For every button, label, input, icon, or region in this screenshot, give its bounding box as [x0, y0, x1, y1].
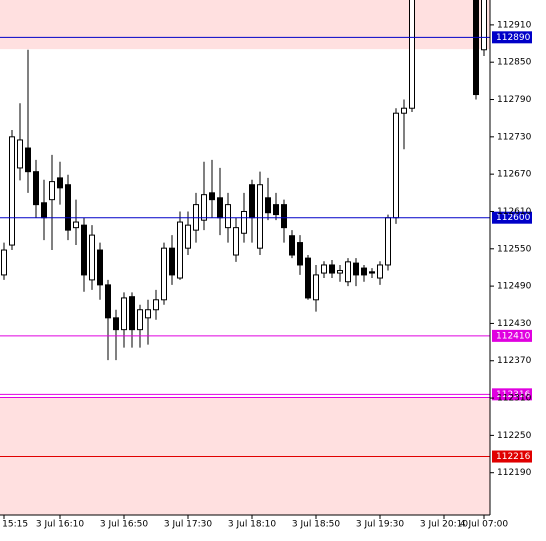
candle-body [137, 309, 143, 331]
candle-body [385, 217, 391, 266]
x-tick-label: 3 Jul 16:50 [100, 520, 149, 530]
y-tick-label: 112790 [497, 95, 532, 105]
candle-body [409, 0, 415, 109]
candle-body [265, 197, 271, 214]
x-tick-label: 3 Jul 16:10 [36, 520, 85, 530]
candles [1, 0, 487, 361]
candle-body [329, 264, 335, 274]
candle-body [369, 271, 375, 274]
candle-body [361, 267, 367, 276]
candle-body [201, 194, 207, 221]
y-tick-label: 112190 [497, 468, 532, 478]
zones [0, 0, 490, 515]
candle-body [169, 247, 175, 276]
level-label-box [492, 450, 532, 463]
candle-body [289, 235, 295, 256]
x-tick-label: 3 Jul 17:30 [164, 520, 213, 530]
candle-body [129, 296, 135, 331]
level-label-box [492, 211, 532, 224]
candle-body [25, 147, 31, 173]
candle-body [353, 262, 359, 276]
x-tick-label: 3 Jul 19:30 [356, 520, 405, 530]
y-tick-label: 112490 [497, 282, 532, 292]
candle-body [225, 204, 231, 229]
candle-body [113, 317, 119, 331]
x-tick-label: 3 Jul 15:15 [0, 520, 28, 530]
level-label-box [492, 388, 532, 401]
level-label: 112316 [496, 390, 531, 400]
candle-body [17, 139, 23, 169]
y-tick-label: 112430 [497, 319, 532, 329]
level-label: 112890 [496, 33, 531, 43]
candle-body [337, 270, 343, 274]
y-tick-label: 112670 [497, 170, 532, 180]
candle-body [321, 264, 327, 274]
x-tick-label: 3 Jul 18:50 [292, 520, 341, 530]
candle-body [33, 171, 39, 206]
y-tick-label: 112550 [497, 244, 532, 254]
y-tick-label: 112910 [497, 20, 532, 30]
candle-body [481, 0, 487, 51]
levels: 112890 112600 112410 112316 112216 [0, 31, 532, 463]
candle-body [401, 107, 407, 114]
candle-body [185, 224, 191, 249]
candle-body [209, 192, 215, 201]
y-tick-label: 112610 [497, 207, 532, 217]
candle-body [377, 264, 383, 279]
candle-body [41, 202, 47, 219]
candle-body [145, 309, 151, 319]
candle-body [297, 242, 303, 266]
candle-body [217, 197, 223, 219]
zone [0, 0, 490, 50]
candle-body [89, 234, 95, 281]
candle-body [313, 274, 319, 301]
candle-body [177, 221, 183, 279]
y-tick-label: 112730 [497, 132, 532, 142]
candle-body [81, 224, 87, 276]
level-label-box [492, 329, 532, 342]
level-label-box [492, 31, 532, 44]
candle-body [97, 249, 103, 286]
candle-body [121, 297, 127, 331]
candle-body [153, 299, 159, 311]
candle-body [345, 261, 351, 283]
candle-body [9, 136, 15, 246]
level-label: 112410 [496, 331, 531, 341]
candle-body [105, 284, 111, 319]
x-tick-label: 4 Jul 07:00 [460, 520, 509, 530]
y-tick-label: 112850 [497, 58, 532, 68]
candle-body [249, 184, 255, 219]
y-tick-label: 112310 [497, 394, 532, 404]
candle-body [257, 184, 263, 249]
candle-body [305, 257, 311, 299]
candle-body [57, 177, 63, 189]
candle-body [65, 184, 71, 231]
candle-body [393, 112, 399, 219]
candle-body [161, 247, 167, 301]
candle-body [49, 181, 55, 201]
y-tick-label: 112370 [497, 356, 532, 366]
x-tick-label: 3 Jul 18:10 [228, 520, 277, 530]
candle-body [1, 249, 7, 276]
y-tick-label: 112250 [497, 431, 532, 441]
candle-body [273, 204, 279, 216]
candle-body [473, 0, 479, 96]
axes: 112910 112850 112790 112730 112670 112610 1125… [0, 0, 532, 530]
candle-body [281, 204, 287, 229]
level-label: 112600 [496, 213, 531, 223]
candle-body [73, 221, 79, 229]
level-label: 112216 [496, 452, 531, 462]
x-tick-label: 3 Jul 20:10 [420, 520, 469, 530]
candle-body [233, 227, 239, 256]
candle-body [241, 210, 247, 234]
